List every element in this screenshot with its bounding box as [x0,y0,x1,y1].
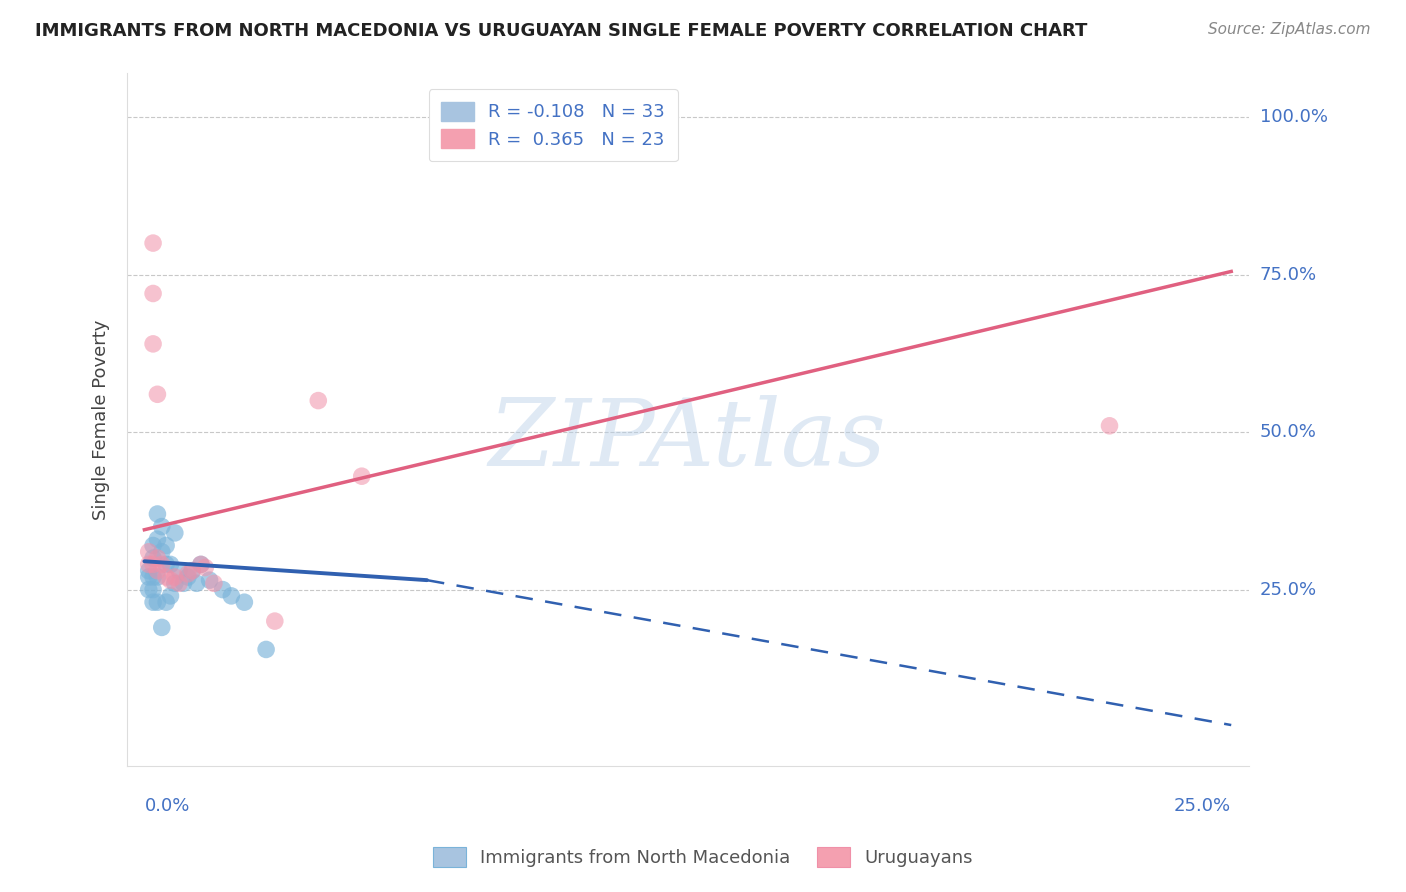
Point [350,469,373,483]
Point [177,570,200,584]
Point [190,558,212,572]
Legend: R = -0.108   N = 33, R =  0.365   N = 23: R = -0.108 N = 33, R = 0.365 N = 23 [429,89,678,161]
Legend: Immigrants from North Macedonia, Uruguayans: Immigrants from North Macedonia, Uruguay… [426,839,980,874]
Text: IMMIGRANTS FROM NORTH MACEDONIA VS URUGUAYAN SINGLE FEMALE POVERTY CORRELATION C: IMMIGRANTS FROM NORTH MACEDONIA VS URUGU… [35,22,1087,40]
Point [150,620,173,634]
Point [138,545,160,559]
Point [142,236,165,251]
Point [263,614,285,628]
Point [186,576,208,591]
Point [146,570,169,584]
Point [155,539,177,553]
Point [159,573,181,587]
Point [146,387,169,401]
Point [202,576,225,591]
Point [146,507,169,521]
Text: 25.0%: 25.0% [1174,797,1232,814]
Point [150,545,173,559]
Point [142,551,165,566]
Text: 25.0%: 25.0% [1260,581,1317,599]
Point [198,573,221,587]
Point [142,558,165,572]
Point [138,558,160,572]
Point [177,566,200,581]
Point [163,525,186,540]
Point [167,576,190,591]
Point [233,595,256,609]
Point [146,564,169,578]
Text: Source: ZipAtlas.com: Source: ZipAtlas.com [1208,22,1371,37]
Point [167,564,190,578]
Point [254,642,277,657]
Point [150,558,173,572]
Text: 0.0%: 0.0% [145,797,190,814]
Point [163,570,186,584]
Point [159,589,181,603]
Text: 75.0%: 75.0% [1260,266,1317,284]
Point [142,286,165,301]
Point [142,595,165,609]
Text: 50.0%: 50.0% [1260,423,1316,441]
Point [155,558,177,572]
Point [138,570,160,584]
Point [150,519,173,533]
Point [146,532,169,546]
Text: ZIPAtlas: ZIPAtlas [489,395,887,485]
Point [211,582,233,597]
Point [155,570,177,584]
Point [190,558,212,572]
Point [142,337,165,351]
Text: 100.0%: 100.0% [1260,108,1327,126]
Point [163,576,186,591]
Point [181,564,204,578]
Point [221,589,243,603]
Point [142,570,165,584]
Point [142,539,165,553]
Point [138,564,160,578]
Y-axis label: Single Female Poverty: Single Female Poverty [93,319,110,520]
Point [307,393,329,408]
Point [173,576,195,591]
Point [159,558,181,572]
Point [1098,418,1121,433]
Point [155,595,177,609]
Point [146,595,169,609]
Point [194,560,217,574]
Point [138,582,160,597]
Point [142,582,165,597]
Point [146,551,169,566]
Point [181,564,204,578]
